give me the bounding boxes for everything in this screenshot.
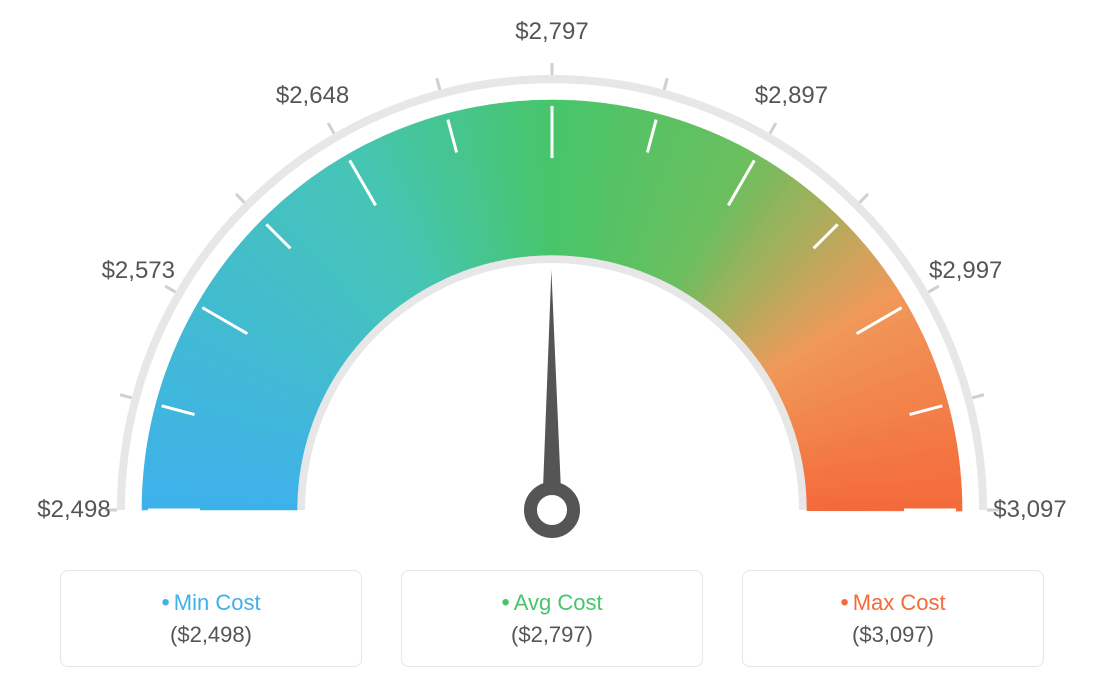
needle-hub [531,489,574,532]
tick-outer [236,194,244,202]
legend-dot-max: • [840,591,848,615]
legend-title-avg: • Avg Cost [501,590,602,616]
legend-title-max: • Max Cost [840,590,945,616]
legend-title-text-min: Min Cost [174,590,261,616]
legend-title-text-max: Max Cost [853,590,946,616]
legend-card-avg: • Avg Cost ($2,797) [401,570,703,667]
legend-card-max: • Max Cost ($3,097) [742,570,1044,667]
needle [543,270,561,490]
tick-label: $2,797 [515,18,588,46]
tick-outer [165,286,175,292]
tick-outer [860,194,868,202]
tick-outer [120,395,132,398]
tick-outer [437,78,440,90]
legend-dot-min: • [161,591,169,615]
legend-title-text-avg: Avg Cost [514,590,603,616]
legend-row: • Min Cost ($2,498) • Avg Cost ($2,797) … [0,570,1104,667]
tick-label: $3,097 [993,496,1066,524]
tick-outer [770,123,776,133]
tick-outer [328,123,334,133]
tick-outer [972,395,984,398]
tick-label: $2,573 [102,257,175,285]
legend-card-min: • Min Cost ($2,498) [60,570,362,667]
tick-label: $2,997 [929,257,1002,285]
tick-outer [928,286,938,292]
gauge-chart: $2,498 $2,573 $2,648 $2,797 $2,897 $2,997 $3,0… [0,0,1104,560]
legend-value-avg: ($2,797) [511,622,593,648]
legend-title-min: • Min Cost [161,590,260,616]
legend-dot-avg: • [501,591,509,615]
tick-label: $2,498 [37,496,110,524]
tick-label: $2,897 [755,82,828,110]
tick-label: $2,648 [276,82,349,110]
legend-value-max: ($3,097) [852,622,934,648]
tick-outer [664,78,667,90]
legend-value-min: ($2,498) [170,622,252,648]
